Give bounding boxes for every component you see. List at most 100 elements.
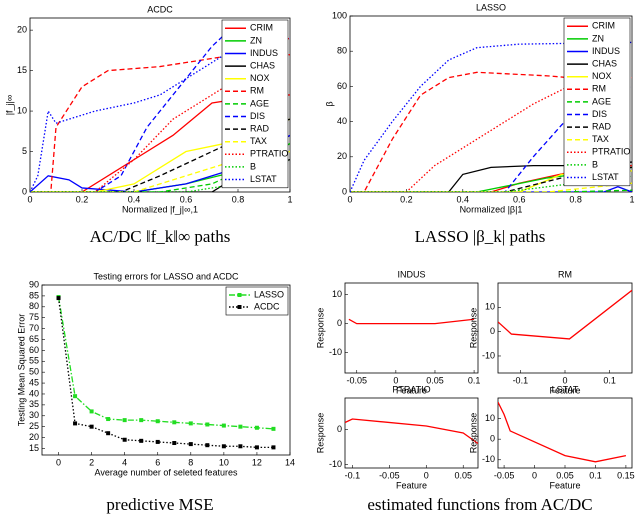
y-tick-label: 5 [22,146,27,156]
x-tick-label: 0.1 [603,375,616,385]
y-tick-label: 50 [29,367,39,377]
legend-label: PTRATIO [592,147,630,157]
marker [221,444,226,449]
axes-frame [497,282,633,374]
marker [238,444,243,449]
legend-label: NOX [250,73,270,83]
plot-area [345,418,478,445]
y-tick-label: 30 [29,410,39,420]
caption: LASSO |β_k| paths [415,227,546,246]
series-line [350,186,632,192]
legend-label: CHAS [250,60,275,70]
y-tick-label: 15 [17,65,27,75]
y-axis-label: β [324,101,334,106]
y-tick-label: 45 [29,377,39,387]
y-axis-label: Response [315,413,325,454]
y-tick-label: -10 [329,459,342,469]
chart-title: LASSO [476,2,506,12]
x-tick-label: 6 [155,457,160,467]
marker [238,424,243,429]
legend-label: LSTAT [592,172,619,182]
series-line [498,401,627,463]
series-line [350,189,632,192]
y-tick-label: 40 [337,116,347,126]
x-axis-label: Normalized |β|1 [460,204,523,214]
x-tick-label: 0.05 [556,470,574,480]
marker [122,437,127,442]
chart-title: PTRATIO [392,384,430,394]
marker [106,417,111,422]
legend-label: RM [592,84,606,94]
y-tick-label: 0 [22,186,27,196]
axes: RM Feature Response -0.1 0 0.1 -10 0 10 [468,269,633,395]
marker [188,421,193,426]
plot-area [498,289,632,340]
y-tick-label: -10 [482,350,495,360]
y-tick-label: 20 [29,432,39,442]
series-line [57,296,274,430]
plot-area [498,401,627,463]
axes: LASSO Normalized |β|1 β 0 0.2 0.4 0.6 0.8 1 0 20 40… [324,2,634,214]
x-tick-label: -0.05 [346,375,367,385]
y-tick-label: 65 [29,334,39,344]
series-line [30,37,290,192]
x-axis-label: Normalized |f_j|∞,1 [122,204,198,214]
marker [155,439,160,444]
legend-label: TAX [250,136,267,146]
series-line [30,159,290,192]
y-tick-label: 10 [485,302,495,312]
axes: Testing errors for LASSO and ACDC Average… [16,271,295,477]
marker [271,445,276,450]
x-tick-label: 1 [287,194,292,204]
marker [139,418,144,423]
series-line [350,41,632,192]
y-tick-label: 0 [337,318,342,328]
y-axis-label: Response [315,308,325,349]
y-tick-label: 10 [485,413,495,423]
y-tick-label: 80 [337,46,347,56]
x-tick-label: 4 [122,457,127,467]
x-tick-label: 0 [562,375,567,385]
caption: AC/DC ‖f_k‖∞ paths [90,227,231,246]
legend-label: ZN [250,35,262,45]
y-axis-label: |f_j|∞ [4,95,14,116]
series-line [350,71,632,192]
legend-label: RAD [592,121,612,131]
y-tick-label: 15 [29,443,39,453]
marker [139,438,144,443]
y-tick-label: 40 [29,388,39,398]
y-tick-label: 90 [29,279,39,289]
x-tick-label: 0 [532,470,537,480]
legend-label: LASSO [254,289,284,299]
legend-label: AGE [250,98,269,108]
legend-label: RM [250,86,264,96]
chart-title: LSTAT [552,384,579,394]
x-tick-label: 0.4 [457,194,470,204]
chart-title: INDUS [397,269,425,279]
y-tick-label: 80 [29,301,39,311]
x-tick-label: 1 [629,194,634,204]
legend-label: ACDC [254,301,280,311]
axes-frame [497,397,633,469]
x-axis-label: Average number of seleted features [95,467,238,477]
legend-label: RAD [250,123,270,133]
plot-area [56,294,276,450]
marker [205,422,210,427]
y-tick-label: 60 [337,81,347,91]
y-tick-label: 70 [29,323,39,333]
x-tick-label: 2 [89,457,94,467]
legend-label: INDUS [592,46,620,56]
y-tick-label: 0 [490,326,495,336]
y-tick-label: 0 [342,186,347,196]
legend-label: AGE [592,96,611,106]
x-tick-label: 14 [285,457,295,467]
marker [254,425,259,430]
x-tick-label: 0.4 [128,194,141,204]
x-tick-label: 0 [424,470,429,480]
y-tick-label: 75 [29,312,39,322]
marker [254,445,259,450]
marker [271,426,276,431]
marker [73,394,78,399]
